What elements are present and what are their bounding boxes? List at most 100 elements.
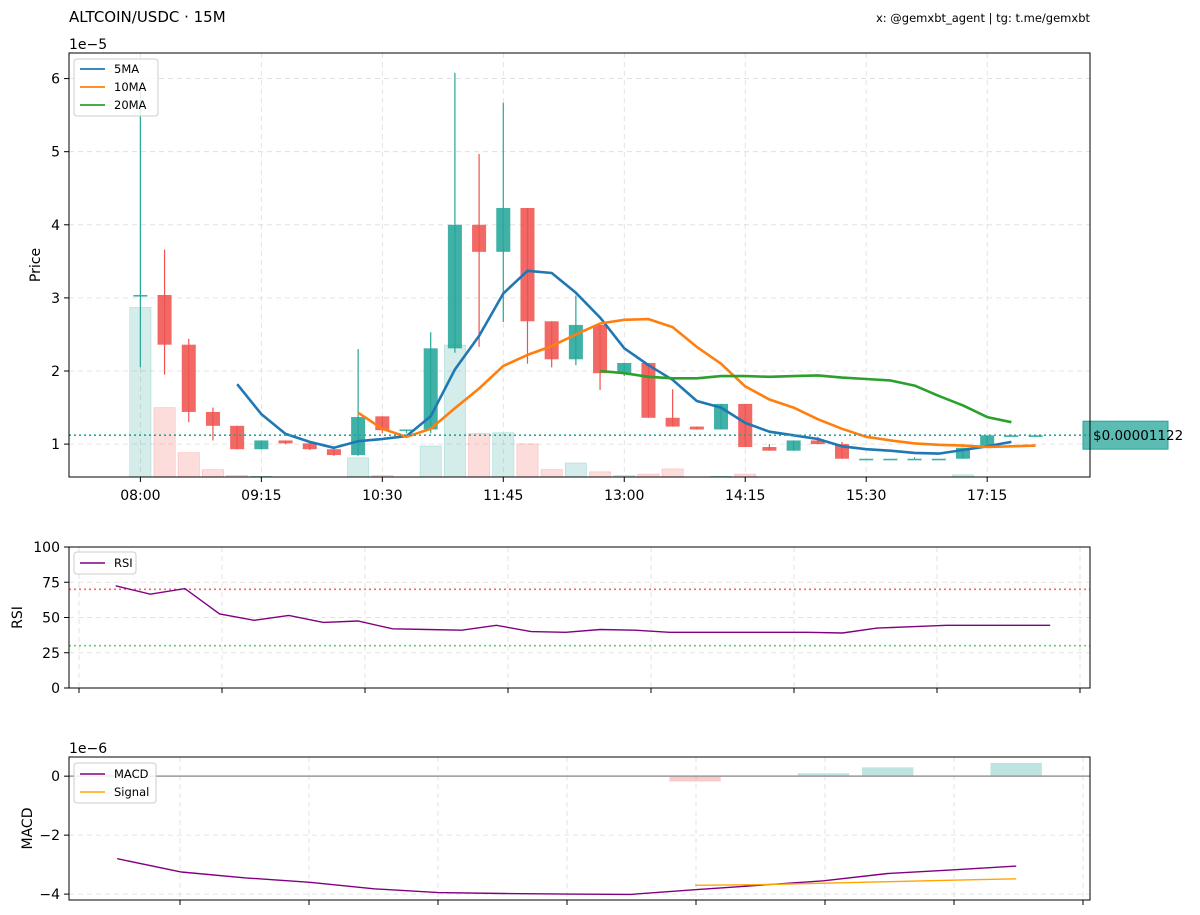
volume-bar <box>661 468 684 478</box>
ma-line-5ma <box>236 269 1012 455</box>
ma-line-10ma <box>357 317 1036 449</box>
macd-ylabel: MACD <box>20 808 36 850</box>
macd-histogram-bar <box>990 762 1042 777</box>
price-ytick-label: 3 <box>51 291 60 307</box>
last-price-tag <box>1082 420 1169 450</box>
rsi-panel: 0 25 50 75 100 RSI RSI <box>10 540 1091 697</box>
candle-body <box>326 449 341 456</box>
price-xtick-label: 10:30 <box>362 488 402 504</box>
rsi-ytick-label: 75 <box>42 575 60 591</box>
candle-body <box>810 440 825 445</box>
rsi-ylabel: RSI <box>10 606 26 629</box>
price-ytick-label: 1 <box>51 437 60 453</box>
price-legend-box <box>73 58 159 117</box>
candle-body <box>181 344 196 412</box>
candle-body <box>907 458 922 461</box>
price-ytick-label: 4 <box>51 218 60 234</box>
volume-bar <box>347 457 370 478</box>
macd-histogram-bar <box>669 776 721 782</box>
macd-ytick-label: 0 <box>51 769 60 785</box>
macd-frame <box>68 756 1091 901</box>
legend-label-5ma: 5MA <box>114 62 139 76</box>
candle-body <box>496 207 511 252</box>
price-panel: $0.00001122 1 2 3 4 5 6 08:00 09:15 10:30 11:45 13:… <box>28 37 1183 504</box>
macd-y-multiplier: 1e−6 <box>69 741 107 757</box>
price-xtick-label: 09:15 <box>241 488 281 504</box>
candle-body <box>205 411 220 426</box>
candle-body <box>641 362 656 418</box>
volume-bar <box>468 433 491 478</box>
macd-panel: −4 −2 0 1e−6 MACD MACD Signal <box>20 741 1091 905</box>
legend-label-signal: Signal <box>114 785 149 799</box>
legend-label-20ma: 20MA <box>114 98 147 112</box>
candle-body <box>1004 435 1019 437</box>
macd-ytick-label: −4 <box>39 887 60 903</box>
candle-body <box>762 447 777 451</box>
volume-bar <box>540 469 563 478</box>
volume-bar <box>589 471 612 478</box>
credit-text: x: @gemxbt_agent | tg: t.me/gemxbt <box>875 11 1090 25</box>
price-ytick-label: 5 <box>51 145 60 161</box>
price-xtick-label: 14:15 <box>725 488 765 504</box>
candle-body <box>859 458 874 461</box>
candle-body <box>544 321 559 360</box>
price-y-multiplier: 1e−5 <box>69 37 107 53</box>
candle-body <box>133 294 148 297</box>
volume-bar <box>202 469 224 478</box>
price-ylabel: Price <box>28 248 44 282</box>
signal-line <box>695 878 1017 886</box>
candle-body <box>689 426 704 430</box>
candle-body <box>617 362 632 374</box>
candle-body <box>230 425 245 450</box>
price-xtick-label: 15:30 <box>846 488 886 504</box>
candle-body <box>786 440 801 451</box>
macd-histogram-bar <box>797 773 850 777</box>
macd-ytick-label: −2 <box>39 828 60 844</box>
macd-histogram-bar <box>862 767 914 777</box>
price-xtick-label: 13:00 <box>604 488 644 504</box>
candle-body <box>1028 435 1043 437</box>
price-legend: 5MA 10MA 20MA <box>73 58 159 117</box>
candle-body <box>157 294 172 345</box>
legend-label-rsi: RSI <box>114 556 133 570</box>
candle-body <box>278 440 293 444</box>
rsi-legend: RSI <box>73 551 137 575</box>
candle-body <box>665 417 680 427</box>
price-xtick-label: 08:00 <box>120 488 160 504</box>
candle-body <box>568 324 583 360</box>
price-xtick-label: 11:45 <box>483 488 523 504</box>
volume-bar <box>153 407 176 478</box>
candle-body <box>955 447 970 459</box>
candle-body <box>351 417 366 456</box>
rsi-ytick-label: 100 <box>33 540 60 556</box>
price-xtick-label: 17:15 <box>967 488 1007 504</box>
candle-body <box>254 440 269 450</box>
price-ytick-label: 2 <box>51 364 60 380</box>
ma-line-20ma <box>599 369 1012 424</box>
candle-body <box>447 224 462 349</box>
rsi-ytick-label: 25 <box>42 646 60 662</box>
last-price-label: $0.00001122 <box>1093 428 1183 444</box>
candle-body <box>399 429 414 432</box>
price-ytick-label: 6 <box>51 72 60 88</box>
candle-body <box>472 224 487 252</box>
volume-bar <box>443 344 466 478</box>
macd-legend: MACD Signal <box>73 762 157 804</box>
rsi-line <box>115 585 1051 634</box>
rsi-ytick-label: 50 <box>42 611 60 627</box>
candle-body <box>593 324 608 374</box>
legend-label-macd: MACD <box>114 767 149 781</box>
volume-bar <box>492 432 515 478</box>
chart-title: ALTCOIN/USDC · 15M <box>69 8 226 26</box>
volume-bar <box>419 445 442 478</box>
candle-body <box>520 207 535 322</box>
macd-legend-box <box>73 762 157 804</box>
candle-body <box>883 458 898 461</box>
price-frame <box>68 52 1091 478</box>
rsi-ytick-label: 0 <box>51 681 60 697</box>
candle-body <box>931 458 946 461</box>
candle-body <box>302 443 317 450</box>
volume-bar <box>177 452 200 478</box>
legend-label-10ma: 10MA <box>114 80 147 94</box>
